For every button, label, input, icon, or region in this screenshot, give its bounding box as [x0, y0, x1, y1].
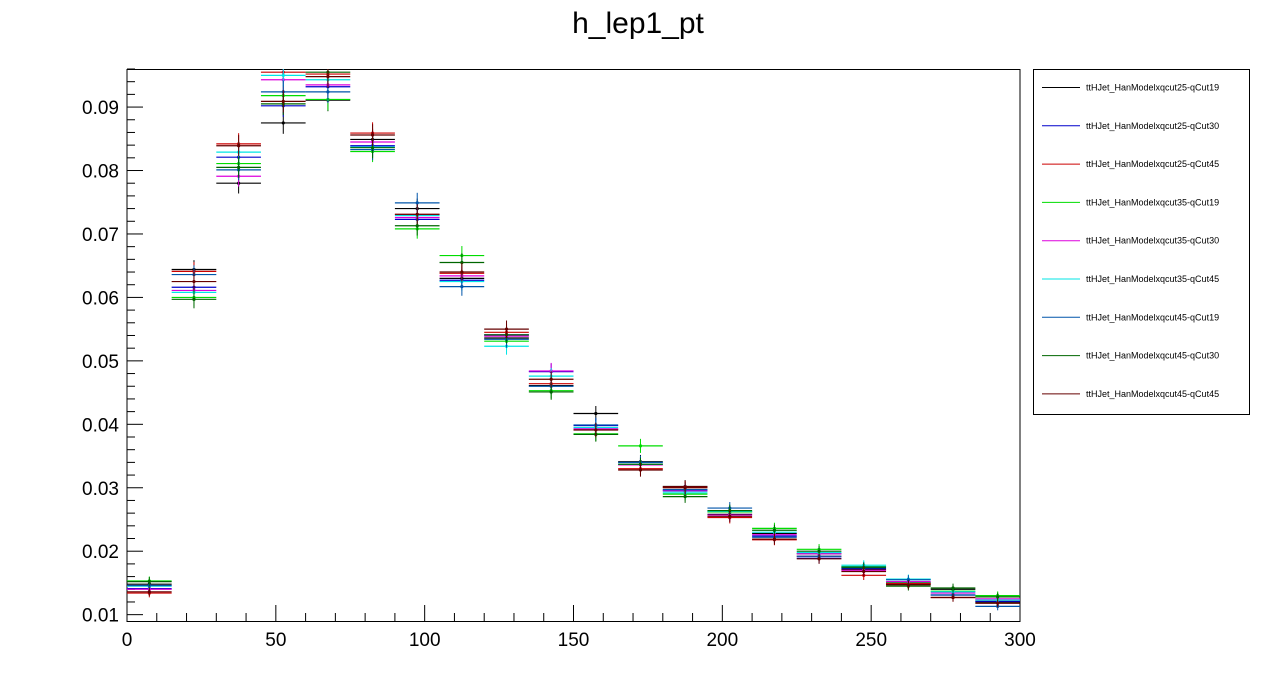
data-point — [618, 463, 663, 477]
data-point — [841, 566, 887, 577]
legend-label: ttHJet_HanModelxqcut45-qCut19 — [1086, 312, 1219, 322]
data-point — [171, 272, 217, 291]
plot-area — [127, 69, 1020, 611]
data-point — [350, 124, 395, 146]
series-3 — [127, 69, 1020, 605]
y-tick-label: 0.08 — [82, 162, 119, 183]
legend-label: ttHJet_HanModelxqcut35-qCut30 — [1086, 236, 1219, 246]
x-tick-label: 0 — [122, 630, 133, 651]
legend-item: ttHJet_HanModelxqcut25-qCut30 — [1042, 121, 1219, 131]
data-point — [260, 90, 306, 113]
data-point — [975, 599, 1020, 608]
data-point — [796, 553, 842, 564]
legend-label: ttHJet_HanModelxqcut25-qCut19 — [1086, 83, 1219, 93]
series-2 — [127, 75, 1020, 606]
y-tick-label: 0.01 — [82, 606, 119, 627]
series-4 — [127, 84, 1020, 600]
data-point — [216, 156, 261, 178]
legend-item: ttHJet_HanModelxqcut35-qCut30 — [1042, 236, 1219, 246]
y-tick-label: 0.05 — [82, 352, 119, 373]
legend-item: ttHJet_HanModelxqcut35-qCut19 — [1042, 197, 1219, 207]
data-point — [127, 587, 172, 597]
legend-label: ttHJet_HanModelxqcut25-qCut30 — [1086, 121, 1219, 131]
data-point — [394, 204, 440, 225]
legend-item: ttHJet_HanModelxqcut25-qCut19 — [1042, 83, 1219, 93]
legend-item: ttHJet_HanModelxqcut35-qCut45 — [1042, 274, 1219, 284]
x-tick-label: 100 — [409, 630, 441, 651]
legend-label: ttHJet_HanModelxqcut35-qCut45 — [1086, 274, 1219, 284]
legend-box — [1033, 69, 1250, 415]
y-tick-label: 0.09 — [82, 98, 119, 119]
data-point — [216, 135, 261, 157]
data-point — [528, 371, 574, 388]
data-point — [484, 320, 529, 338]
data-point — [618, 438, 663, 453]
data-point — [305, 69, 351, 88]
data-point — [662, 481, 708, 495]
legend: ttHJet_HanModelxqcut25-qCut19 ttHJet_HanM… — [1033, 69, 1250, 415]
legend-item: ttHJet_HanModelxqcut45-qCut30 — [1042, 351, 1219, 361]
legend-label: ttHJet_HanModelxqcut45-qCut30 — [1086, 351, 1219, 361]
y-tick-label: 0.04 — [82, 415, 119, 436]
data-point — [127, 577, 172, 587]
y-tick-label: 0.06 — [82, 288, 119, 309]
data-point — [707, 510, 753, 523]
y-tick-label: 0.03 — [82, 479, 119, 500]
legend-label: ttHJet_HanModelxqcut45-qCut45 — [1086, 389, 1219, 399]
y-axis: 0.01 0.02 0.03 0.04 0.05 0.06 0.07 0.08 0.09 — [82, 68, 143, 627]
data-point — [752, 533, 797, 545]
data-point — [439, 262, 485, 282]
legend-item: ttHJet_HanModelxqcut45-qCut45 — [1042, 389, 1219, 399]
data-point — [171, 290, 217, 309]
x-tick-label: 250 — [855, 630, 887, 651]
series-6 — [127, 69, 1020, 605]
x-tick-label: 150 — [558, 630, 590, 651]
series-9 — [127, 69, 1020, 608]
x-tick-label: 200 — [706, 630, 738, 651]
chart-title: h_lep1_pt — [572, 7, 704, 40]
x-axis: 0 50 100 150 200 250 300 — [122, 605, 1036, 651]
series-7 — [127, 80, 1020, 611]
data-point — [573, 422, 619, 438]
series-8 — [127, 69, 1020, 602]
x-tick-label: 50 — [265, 630, 286, 651]
legend-label: ttHJet_HanModelxqcut25-qCut45 — [1086, 159, 1219, 169]
plot-frame — [126, 69, 1021, 622]
x-tick-label: 300 — [1004, 630, 1036, 651]
legend-item: ttHJet_HanModelxqcut25-qCut45 — [1042, 159, 1219, 169]
legend-item: ttHJet_HanModelxqcut45-qCut19 — [1042, 312, 1219, 322]
data-point — [886, 580, 931, 590]
y-tick-label: 0.02 — [82, 542, 119, 563]
legend-label: ttHJet_HanModelxqcut35-qCut19 — [1086, 197, 1219, 207]
data-point — [930, 593, 976, 602]
y-tick-label: 0.07 — [82, 225, 119, 246]
series-1 — [127, 88, 1020, 606]
series-5 — [127, 69, 1020, 603]
data-point — [930, 583, 976, 593]
